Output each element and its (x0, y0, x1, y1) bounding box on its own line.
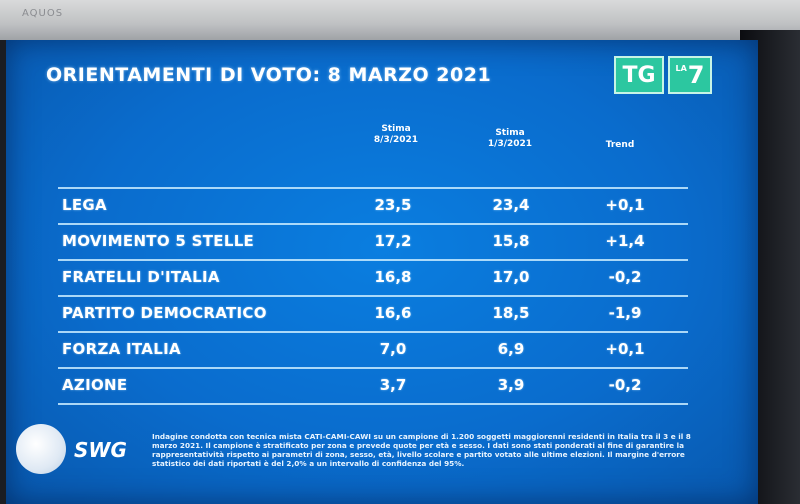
table-row: MOVIMENTO 5 STELLE 17,2 15,8 +1,4 (58, 225, 688, 261)
logo-tg: TG (614, 56, 664, 94)
party-name: AZIONE (62, 376, 128, 394)
poll-title: ORIENTAMENTI DI VOTO: 8 MARZO 2021 (46, 64, 491, 86)
methodology-note: Indagine condotta con tecnica mista CATI… (152, 432, 691, 468)
current-estimate: 16,6 (374, 304, 412, 322)
column-header-previous: Stima 1/3/2021 (470, 128, 550, 150)
previous-estimate: 17,0 (492, 268, 530, 286)
table-row: FORZA ITALIA 7,0 6,9 +0,1 (58, 333, 688, 369)
column-header-current-line2: 8/3/2021 (373, 135, 419, 145)
table-row: LEGA 23,5 23,4 +0,1 (58, 187, 688, 225)
poll-table: LEGA 23,5 23,4 +0,1 MOVIMENTO 5 STELLE 1… (58, 187, 688, 405)
title-text: ORIENTAMENTI DI VOTO: (46, 64, 321, 86)
party-name: MOVIMENTO 5 STELLE (62, 232, 255, 250)
logo-la: LA (675, 64, 687, 73)
table-row: FRATELLI D'ITALIA 16,8 17,0 -0,2 (58, 261, 688, 297)
previous-estimate: 18,5 (492, 304, 530, 322)
current-estimate: 23,5 (374, 196, 412, 214)
logo-seven: 7 (687, 61, 705, 89)
swg-logo-text: SWG (74, 438, 127, 462)
trend-value: -0,2 (608, 376, 642, 394)
party-name: FRATELLI D'ITALIA (62, 268, 220, 286)
tg-la7-logo: TG LA 7 (614, 56, 712, 94)
trend-value: +0,1 (605, 340, 645, 358)
trend-value: +1,4 (605, 232, 645, 250)
previous-estimate: 6,9 (497, 340, 525, 358)
column-header-current: Stima 8/3/2021 (356, 124, 436, 146)
table-row: AZIONE 3,7 3,9 -0,2 (58, 369, 688, 405)
current-estimate: 3,7 (379, 376, 407, 394)
current-estimate: 16,8 (374, 268, 412, 286)
tv-screen (6, 40, 758, 504)
trend-value: -0,2 (608, 268, 642, 286)
column-header-previous-line1: Stima (495, 128, 525, 138)
tv-bezel-top: AQUOS (0, 0, 800, 40)
party-name: FORZA ITALIA (62, 340, 181, 358)
logo-la7: LA 7 (668, 56, 712, 94)
trend-value: -1,9 (608, 304, 642, 322)
cloud-icon (16, 424, 66, 474)
previous-estimate: 23,4 (492, 196, 530, 214)
title-date: 8 MARZO 2021 (327, 64, 492, 86)
swg-logo: SWG (16, 424, 136, 476)
party-name: LEGA (62, 196, 107, 214)
column-header-trend: Trend (605, 140, 635, 150)
party-name: PARTITO DEMOCRATICO (62, 304, 267, 322)
tv-brand: AQUOS (22, 8, 64, 19)
previous-estimate: 15,8 (492, 232, 530, 250)
column-header-current-line1: Stima (381, 124, 411, 134)
column-header-previous-line2: 1/3/2021 (487, 139, 533, 149)
trend-value: +0,1 (605, 196, 645, 214)
previous-estimate: 3,9 (497, 376, 525, 394)
table-row: PARTITO DEMOCRATICO 16,6 18,5 -1,9 (58, 297, 688, 333)
current-estimate: 17,2 (374, 232, 412, 250)
current-estimate: 7,0 (379, 340, 407, 358)
